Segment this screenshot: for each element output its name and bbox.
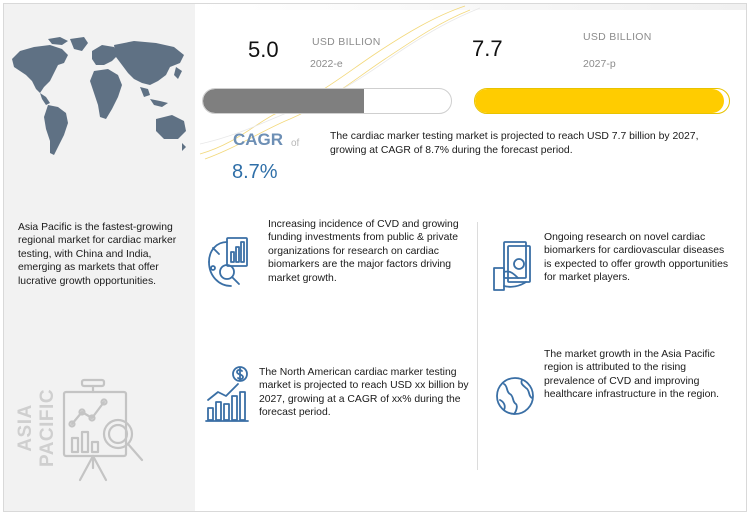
driver-text-north-america: The North American cardiac marker testin…: [259, 367, 469, 419]
market-value-2022: 5.0: [248, 37, 279, 62]
grid-divider: [477, 222, 478, 470]
infographic-frame: [3, 3, 747, 512]
market-bar-2022-fill: [203, 89, 365, 113]
driver-text-funding: Increasing incidence of CVD and growing …: [268, 219, 459, 284]
market-unit-2022: USD BILLION: [312, 36, 381, 48]
market-year-2027: 2027-p: [583, 58, 616, 70]
driver-text-research: Ongoing research on novel cardiac biomar…: [544, 232, 729, 284]
presentation-analysis-icon: [62, 378, 144, 482]
cagr-value: 8.7%: [232, 161, 278, 183]
market-value-2027: 7.7: [472, 36, 503, 61]
market-bar-2022: [202, 88, 452, 114]
driver-text-asia-pacific: The market growth in the Asia Pacific re…: [544, 349, 720, 401]
top-decor-stripe: [197, 4, 746, 10]
cagr-label: CAGR: [233, 130, 284, 149]
money-hand-icon: [493, 241, 531, 291]
research-chart-icon: [208, 237, 248, 287]
dollar-growth-icon: [205, 366, 249, 422]
market-summary: The cardiac marker testing market is pro…: [330, 131, 699, 156]
region-description: Asia Pacific is the fastest-growing regi…: [18, 222, 177, 287]
market-bar-2027: [474, 88, 730, 114]
market-unit-2027: USD BILLION: [583, 31, 652, 43]
world-map-icon: [12, 37, 186, 155]
region-panel: Asia Pacific is the fastest-growing regi…: [4, 4, 195, 511]
globe-icon: [496, 377, 534, 415]
market-bar-2027-fill: [475, 89, 724, 113]
cagr-of-text: of: [291, 138, 300, 149]
market-year-2022: 2022-e: [310, 58, 343, 70]
region-vertical-label: ASIA PACIFIC: [15, 388, 58, 468]
